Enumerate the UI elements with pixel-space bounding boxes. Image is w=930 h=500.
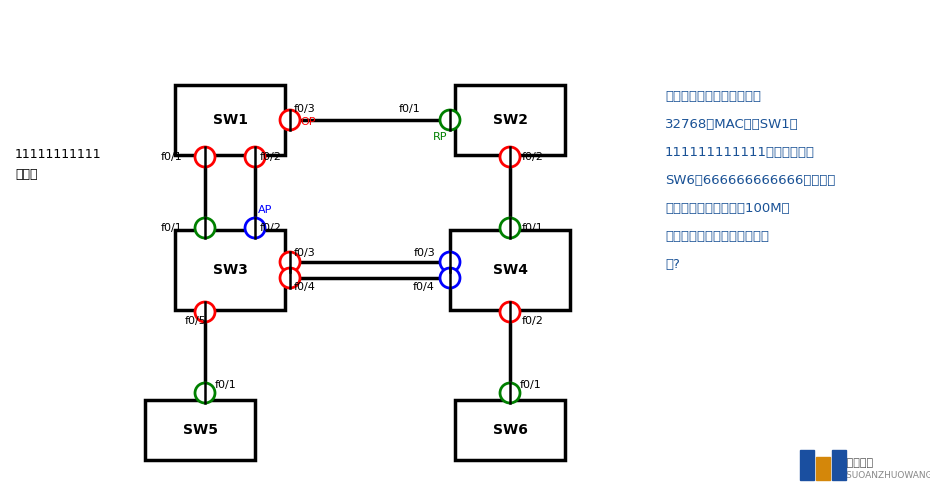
Text: 32768，MAC地址SW1为: 32768，MAC地址SW1为 (665, 118, 799, 131)
Bar (145, 400, 255, 460)
Text: 假设交换机网桥优先级都是: 假设交换机网桥优先级都是 (665, 90, 761, 103)
Bar (800, 450, 814, 480)
Circle shape (440, 268, 460, 288)
Text: f0/2: f0/2 (522, 316, 544, 326)
Text: f0/3: f0/3 (294, 248, 316, 258)
Text: 换机上相连的链路都是100M链: 换机上相连的链路都是100M链 (665, 202, 790, 215)
Text: f0/5: f0/5 (185, 316, 206, 326)
Text: RP: RP (432, 132, 447, 142)
Text: 色?: 色? (665, 258, 680, 271)
Circle shape (280, 252, 300, 272)
Circle shape (500, 218, 520, 238)
Circle shape (195, 147, 215, 167)
Text: AP: AP (258, 205, 272, 215)
Text: f0/3: f0/3 (413, 248, 435, 258)
Text: f0/3: f0/3 (294, 104, 316, 114)
Text: f0/1: f0/1 (160, 152, 182, 162)
Text: f0/4: f0/4 (413, 282, 435, 292)
Bar (175, 85, 285, 155)
Circle shape (195, 218, 215, 238)
Text: f0/2: f0/2 (260, 223, 282, 233)
Text: 路，求每个交换机上的端口角: 路，求每个交换机上的端口角 (665, 230, 769, 243)
Bar (455, 400, 565, 460)
Circle shape (440, 110, 460, 130)
Text: 根网桥: 根网桥 (15, 168, 37, 181)
Bar (816, 457, 830, 480)
Text: f0/1: f0/1 (520, 380, 542, 390)
Text: SW3: SW3 (213, 263, 247, 277)
Bar (175, 230, 285, 310)
Text: SW2: SW2 (493, 113, 527, 127)
Text: SW4: SW4 (493, 263, 527, 277)
Text: f0/1: f0/1 (160, 223, 182, 233)
Circle shape (195, 383, 215, 403)
Circle shape (195, 302, 215, 322)
Circle shape (500, 383, 520, 403)
Circle shape (440, 252, 460, 272)
Text: SW6: SW6 (493, 423, 527, 437)
Text: 111111111111，以此类推，: 111111111111，以此类推， (665, 146, 815, 159)
Circle shape (500, 147, 520, 167)
Text: 11111111111: 11111111111 (15, 148, 101, 162)
Text: f0/1: f0/1 (398, 104, 420, 114)
Text: OP: OP (300, 117, 315, 127)
Text: f0/1: f0/1 (522, 223, 544, 233)
Circle shape (245, 218, 265, 238)
Bar (455, 85, 565, 155)
Circle shape (500, 302, 520, 322)
Circle shape (280, 268, 300, 288)
Text: f0/4: f0/4 (294, 282, 316, 292)
Text: f0/2: f0/2 (260, 152, 282, 162)
Text: SW1: SW1 (212, 113, 247, 127)
Text: LUSUOANZHUOWANG: LUSUOANZHUOWANG (835, 471, 930, 480)
Text: 路索安卓网: 路索安卓网 (840, 458, 873, 468)
Text: f0/1: f0/1 (215, 380, 237, 390)
Text: f0/2: f0/2 (522, 152, 544, 162)
Bar (450, 230, 570, 310)
Circle shape (280, 110, 300, 130)
Circle shape (245, 147, 265, 167)
Text: SW6为666666666666，每个交: SW6为666666666666，每个交 (665, 174, 835, 187)
Text: SW5: SW5 (182, 423, 218, 437)
Bar (832, 450, 846, 480)
